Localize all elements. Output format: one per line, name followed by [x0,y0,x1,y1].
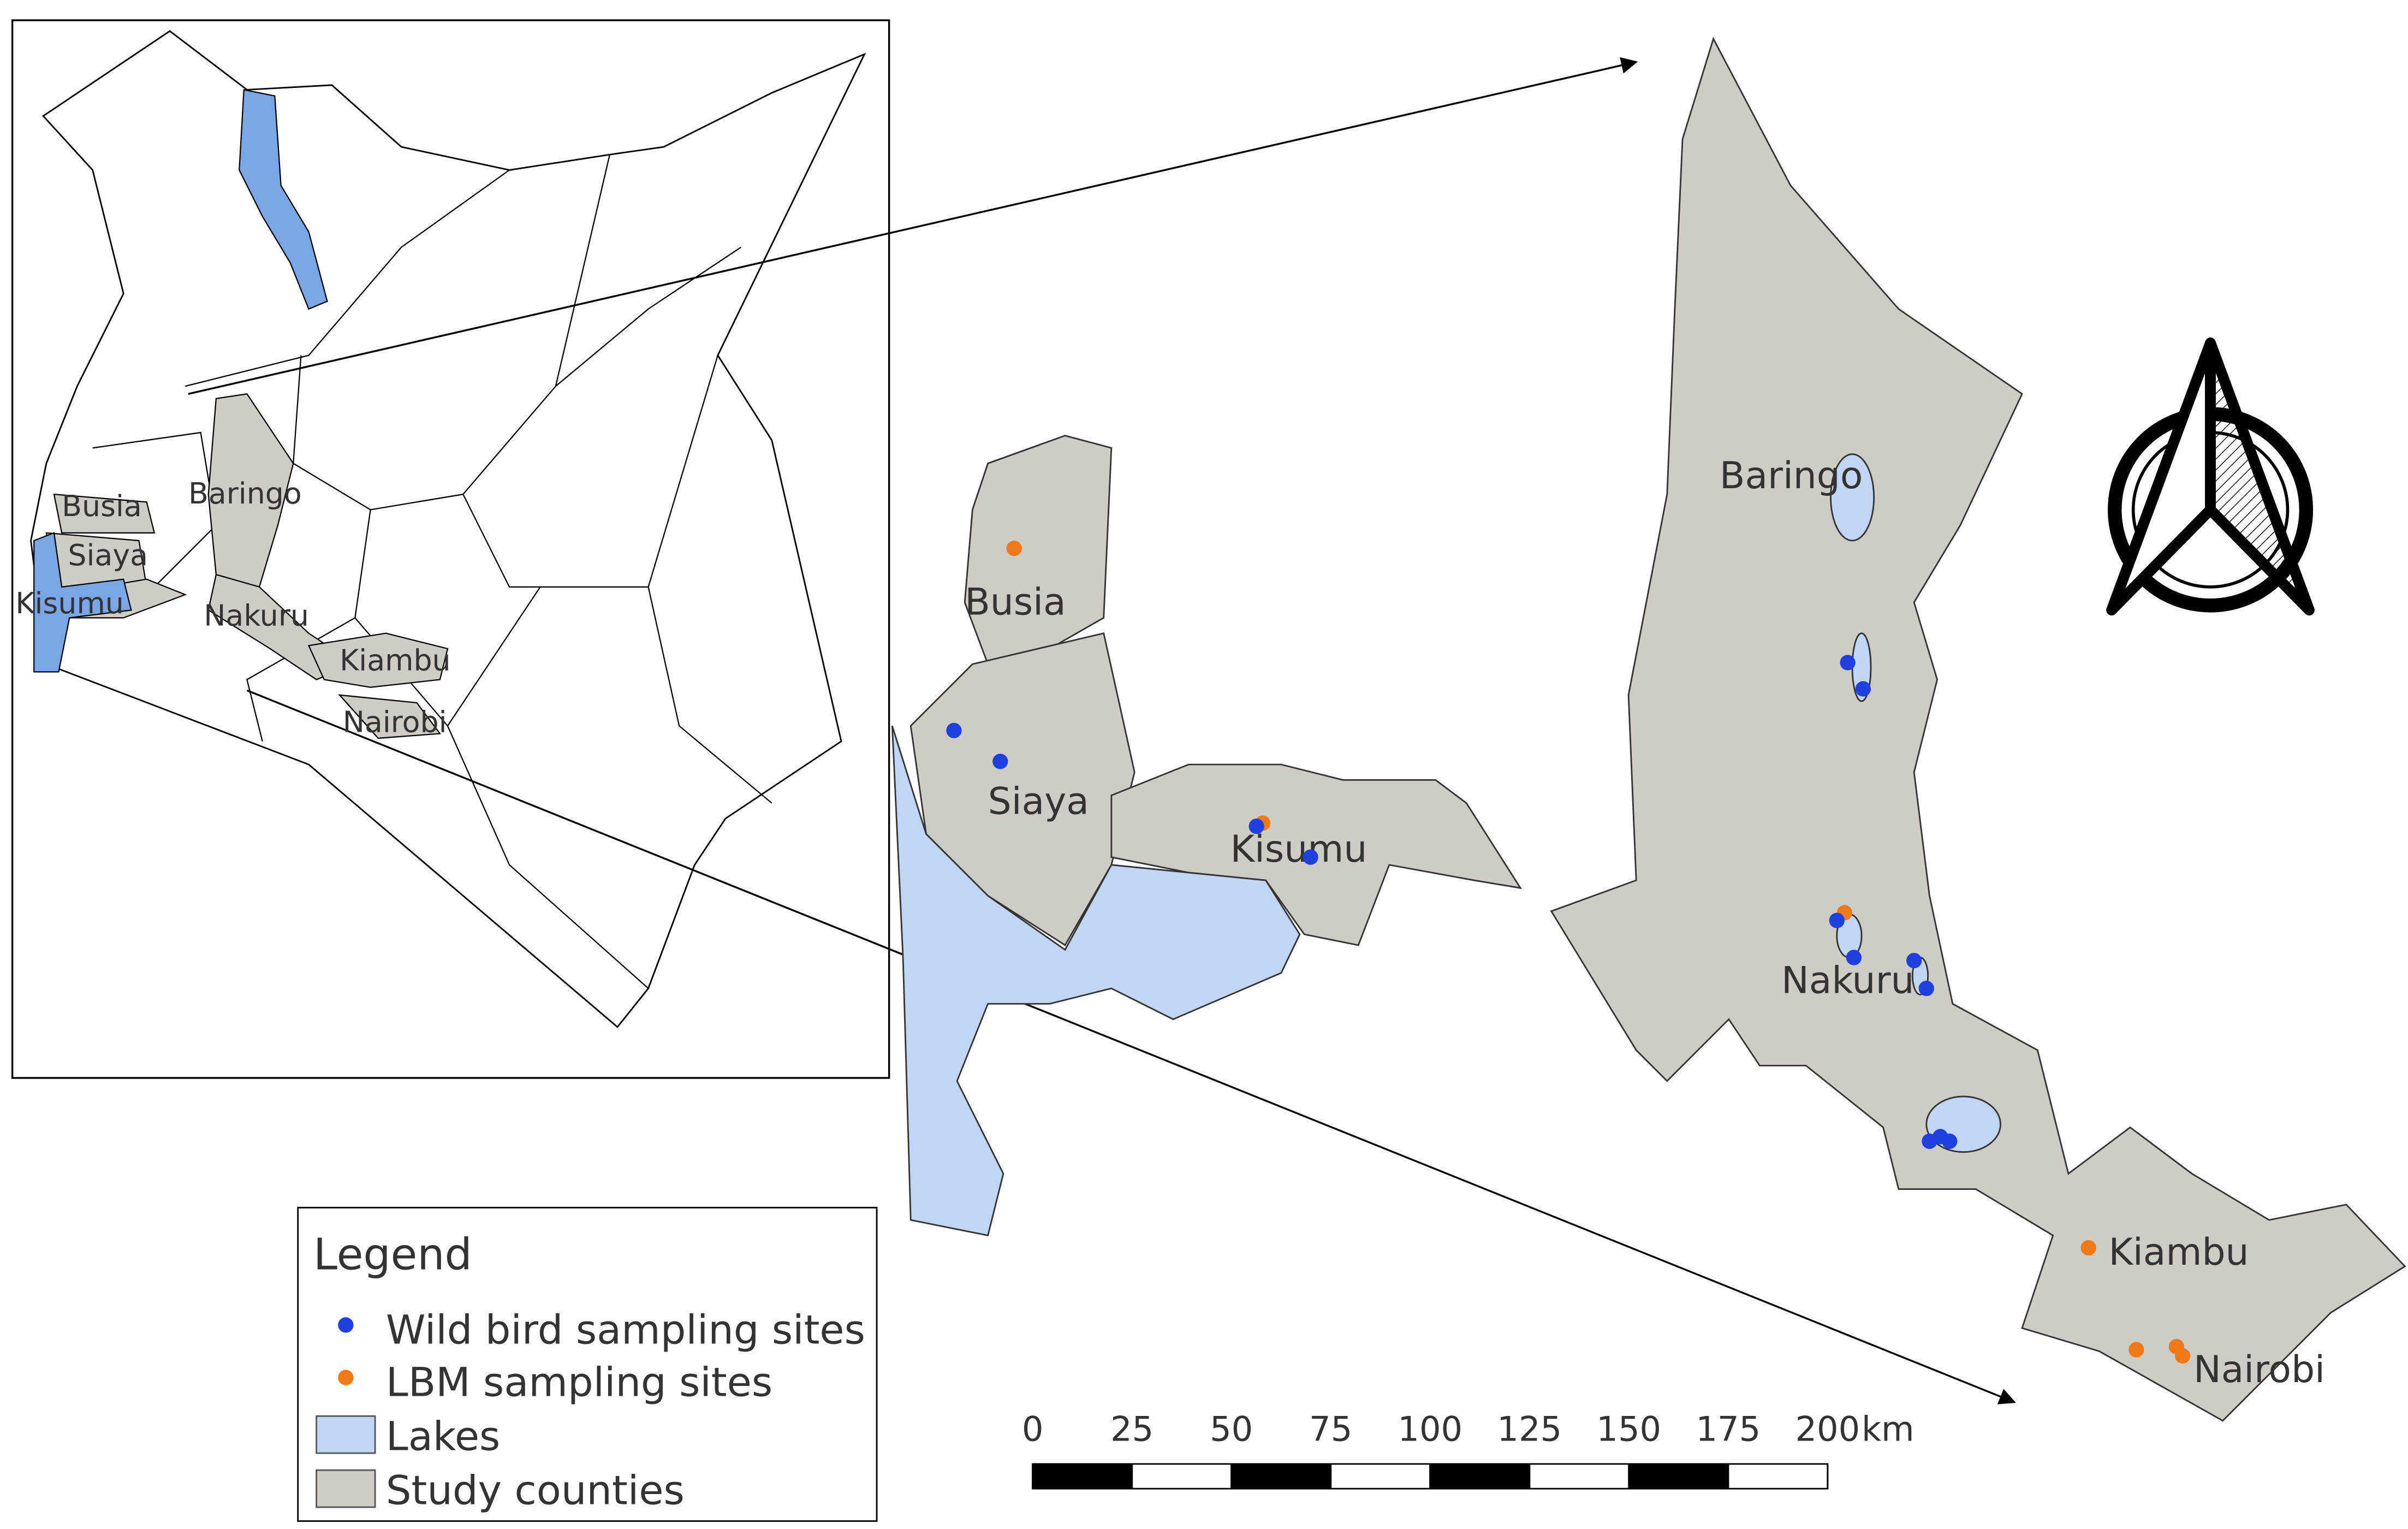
inset-county-label: Baringo [188,476,302,511]
lbm-site [2080,1240,2096,1256]
inset-study-counties [45,393,449,739]
county-label: Busia [965,581,1066,624]
inset-county-label: Kisumu [15,586,124,620]
scale-tick-label: 50 [1210,1409,1253,1449]
scale-segment [1131,1463,1233,1490]
scale-tick-label: 100 [1398,1409,1462,1449]
legend-item: LBM sampling sites [386,1359,772,1406]
scale-tick-label: 25 [1110,1409,1154,1449]
inset-county-label: Kiambu [340,643,451,678]
north-arrow [2106,337,2315,616]
lbm-site [2175,1348,2191,1364]
legend-frame [297,1207,878,1522]
wild-bird-site [1855,681,1871,697]
legend-item: Study counties [386,1467,685,1514]
wild-bird-site [1846,950,1862,965]
map-labels: Busia Baringo Siaya Kisumu Nakuru Kiambu Nairo… [15,454,2325,1391]
wild-bird-site [1840,655,1856,671]
legend-symbol [316,1469,376,1508]
scale-unit: km [1862,1409,1914,1449]
scale-segment [1230,1463,1332,1490]
wild-bird-site [1918,980,1934,997]
legend: Legend Wild bird sampling sites LBM samp… [297,1207,878,1522]
scale-tick-label: 200 [1795,1409,1860,1449]
scale-tick-label: 175 [1696,1409,1761,1449]
sampling-sites [946,541,2191,1364]
scale-tick-label: 125 [1497,1409,1562,1449]
scale-tick-label: 150 [1596,1409,1661,1449]
county-label: Kiambu [2108,1231,2249,1274]
county-label: Kisumu [1230,828,1367,871]
inset-map [11,19,890,1079]
scale-segment [1429,1463,1531,1490]
wild-bird-site [1829,912,1845,928]
wild-bird-site [992,754,1008,769]
legend-item: Wild bird sampling sites [386,1307,865,1353]
kenya-outline [30,30,866,1028]
wild-bird-site [1942,1133,1958,1149]
inset-county-label: Nakuru [204,598,309,633]
inset-county-label: Nairobi [343,705,447,739]
legend-item: Lakes [386,1413,500,1460]
legend-symbol [316,1415,376,1454]
scale-segment [1529,1463,1630,1490]
county-label: Siaya [988,780,1089,823]
scale-segment [1628,1463,1729,1490]
scale-bar: 0 25 50 75 100 125 150 175 200 km [1022,1409,1914,1490]
legend-title: Legend [313,1230,472,1280]
zoom-arrow [188,57,1638,395]
inset-county-label: Busia [62,489,142,523]
legend-symbol [338,1370,354,1385]
inset-county-label: Siaya [68,538,148,572]
inset-lake-victoria [33,532,132,673]
wild-bird-site [1303,849,1318,865]
scale-segment [1032,1463,1133,1490]
zoom-arrow [246,689,2016,1404]
wild-bird-site [1906,952,1922,969]
lbm-site [2128,1342,2144,1358]
wild-bird-site [946,722,962,738]
scale-segment [1727,1463,1829,1490]
scale-tick-label: 75 [1309,1409,1352,1449]
county-label: Baringo [1720,454,1863,497]
legend-symbol [338,1317,354,1333]
scale-segment [1330,1463,1431,1490]
scale-tick-label: 0 [1022,1409,1044,1449]
lbm-site [1006,541,1022,556]
wild-bird-site [1248,818,1264,834]
county-label: Nairobi [2193,1348,2325,1391]
lake-turkana [239,88,328,310]
county-label: Nakuru [1781,959,1914,1002]
